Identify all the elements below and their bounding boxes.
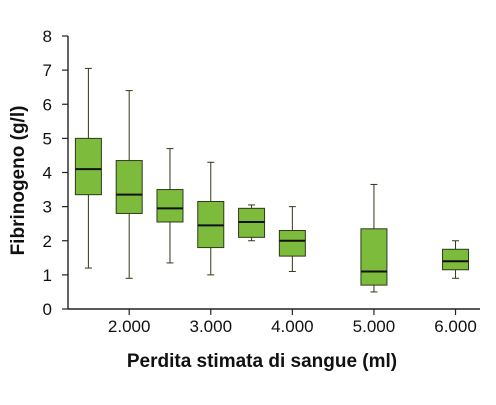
y-axis-ticks: 0 1 2 3 4 5 6 7 8 [43,27,68,319]
y-tick-label: 3 [43,198,52,217]
x-tick-label: 2.000 [108,317,151,336]
y-tick-label: 2 [43,232,52,251]
x-axis-ticks: 2.000 3.000 4.000 5.000 6.000 [108,309,477,336]
box-4 [197,161,225,276]
box-2 [115,90,143,279]
y-tick-label: 1 [43,266,52,285]
box-body [156,189,184,223]
box-body [360,228,388,286]
box-series [74,67,470,293]
x-tick-label: 3.000 [189,317,232,336]
y-axis-title: Fibrinogeno (g/l) [8,106,29,256]
box-3 [156,148,184,264]
box-6 [278,206,306,272]
box-7 [360,183,388,293]
box-body [74,137,102,196]
box-5 [238,204,266,242]
box-8 [442,240,470,279]
y-tick-label: 0 [43,300,52,319]
box-body [115,160,143,214]
x-axis-title: Perdita stimata di sangue (ml) [127,351,397,372]
x-tick-label: 5.000 [353,317,396,336]
x-tick-label: 6.000 [434,317,477,336]
x-tick-label: 4.000 [271,317,314,336]
y-tick-label: 4 [43,164,52,183]
box-body [442,248,470,271]
y-tick-label: 6 [43,95,52,114]
y-tick-label: 8 [43,27,52,46]
box-body [278,230,306,257]
y-tick-label: 5 [43,129,52,148]
box-1 [74,67,102,269]
y-tick-label: 7 [43,61,52,80]
